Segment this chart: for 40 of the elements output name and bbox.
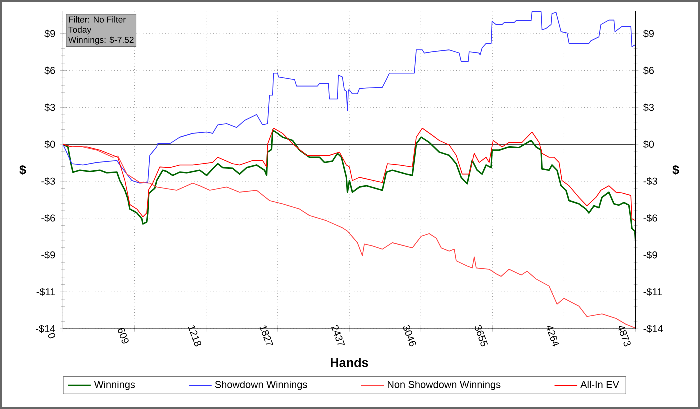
line-series <box>63 129 636 243</box>
y-tick-label: $0 <box>44 140 56 149</box>
y-tick-label: -$9 <box>42 251 56 260</box>
x-tick-label: 0 <box>48 333 56 339</box>
y-tick-label: -$6 <box>42 214 56 222</box>
annotation: Today <box>68 26 92 35</box>
y-tick-label: -$11 <box>36 288 56 296</box>
x-tick-label: 609 <box>118 328 129 344</box>
x-tick-label: 1218 <box>188 326 202 347</box>
y-tick-label: $6 <box>44 66 56 75</box>
y-tick-label: -$14 <box>36 324 56 333</box>
y2-axis-title: $ <box>672 164 680 176</box>
y2-tick-label: $0 <box>643 140 654 149</box>
y-tick-label: $9 <box>44 30 56 38</box>
y2-tick-label: -$11 <box>644 288 662 296</box>
x-axis-title: Hands <box>331 358 368 368</box>
annotation: Filter: No Filter <box>69 16 126 23</box>
x-tick-label: 3046 <box>403 325 416 346</box>
y-tick-label: -$3 <box>42 177 56 186</box>
y2-tick-label: -$3 <box>644 177 658 186</box>
x-tick-label: 2437 <box>331 325 346 345</box>
y-tick-label: $3 <box>44 104 56 112</box>
y-axis-title: $ <box>20 164 26 176</box>
x-tick-label: 4873 <box>618 326 631 347</box>
line-series <box>63 11 636 184</box>
legend-label: Winnings <box>94 380 136 390</box>
y2-tick-label: -$9 <box>644 251 658 260</box>
y2-tick-label: $3 <box>643 104 654 112</box>
y2-tick-label: -$14 <box>644 324 664 333</box>
annotation: Winnings: $-7.52 <box>68 36 134 45</box>
y2-tick-label: $9 <box>643 30 654 38</box>
legend-label: All-In EV <box>580 380 620 388</box>
y2-tick-label: -$6 <box>644 214 658 222</box>
x-tick-label: 4264 <box>547 326 560 347</box>
legend-label: Non Showdown Winnings <box>388 380 501 390</box>
legend-label: Showdown Winnings <box>215 380 308 390</box>
x-tick-label: 3655 <box>474 325 488 346</box>
line-series <box>63 128 636 222</box>
y2-tick-label: $6 <box>643 66 654 75</box>
x-tick-label: 1827 <box>260 326 274 345</box>
